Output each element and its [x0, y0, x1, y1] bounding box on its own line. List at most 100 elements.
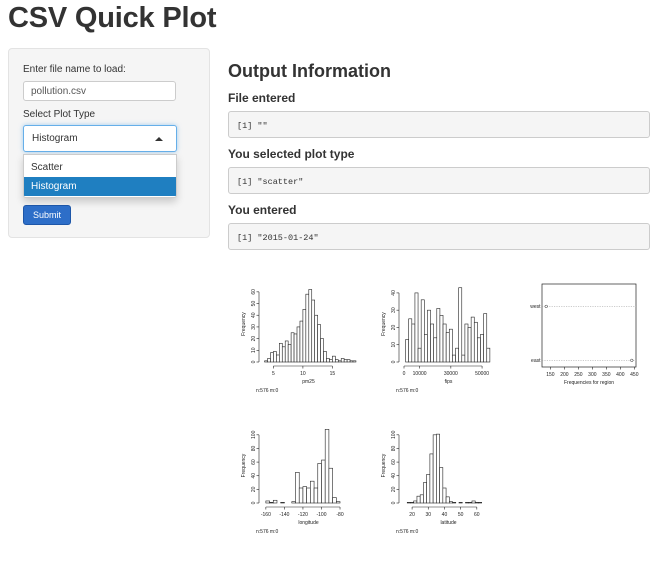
y-tick-label: 100	[251, 430, 257, 439]
histogram-bar	[279, 342, 283, 363]
x-tick-label: 50	[458, 512, 464, 518]
histogram-bar	[452, 502, 457, 504]
y-axis-title: Frequency	[381, 453, 387, 477]
histogram-bar	[321, 459, 326, 504]
histogram-bar	[296, 326, 301, 363]
histogram-bar	[343, 359, 348, 363]
dotplot-frame	[541, 283, 637, 368]
histogram-bar	[272, 499, 278, 504]
histogram-bar	[477, 337, 481, 363]
histogram-bar	[474, 502, 479, 504]
x-tick-label: -120	[298, 512, 308, 518]
histogram-bar	[423, 334, 428, 363]
histogram-bar	[346, 359, 351, 363]
histogram-bar	[329, 359, 333, 363]
histogram-bar	[470, 316, 475, 363]
histogram-bar	[332, 497, 337, 504]
y-tick-label: 40	[391, 473, 397, 479]
output-heading: Output Information	[228, 61, 391, 81]
histogram-bar	[417, 347, 422, 363]
histogram-bar	[310, 480, 315, 504]
sample-size-note: n:576 m:0	[256, 388, 278, 394]
histogram-bar	[281, 346, 286, 363]
x-tick-label: 400	[616, 372, 625, 378]
histogram-bar	[411, 323, 416, 363]
histogram-bar	[311, 299, 315, 363]
plot-type-selected-value: Histogram	[32, 133, 78, 144]
histogram-bar	[293, 333, 298, 363]
file-name-label: Enter file name to load:	[23, 64, 126, 75]
y-tick-label: 0	[251, 360, 257, 363]
histogram-bar	[337, 360, 342, 363]
app-title: CSV Quick Plot	[8, 2, 217, 34]
x-tick-label: -160	[261, 512, 271, 518]
histogram-bar	[405, 339, 409, 363]
plot-type-label: Select Plot Type	[23, 109, 96, 120]
plot-type-heading: You selected plot type	[228, 147, 355, 161]
histogram-bar	[468, 502, 473, 504]
histogram-bar	[324, 429, 330, 504]
histogram-bar	[486, 347, 491, 363]
y-tick-label: 40	[251, 473, 257, 479]
file-name-input[interactable]	[23, 81, 176, 101]
y-axis-title: Frequency	[241, 453, 247, 477]
histogram-bar	[295, 472, 300, 504]
x-tick-label: 450	[630, 372, 639, 378]
x-axis-title: latitude	[440, 520, 456, 526]
x-tick-label: 40	[442, 512, 448, 518]
histogram-bar	[420, 299, 425, 363]
x-axis-title: fips	[445, 379, 453, 385]
dropdown-option-histogram[interactable]: Histogram	[24, 177, 176, 196]
x-axis-title: pm25	[302, 379, 315, 385]
histogram-bar	[473, 321, 478, 363]
histogram-bar	[340, 358, 345, 363]
x-tick-label: 30000	[444, 371, 458, 377]
dropdown-option-scatter[interactable]: Scatter	[31, 162, 63, 173]
y-tick-label: 0	[251, 501, 257, 504]
y-tick-label: 60	[251, 289, 257, 295]
histogram-bar	[267, 358, 271, 363]
histogram-bar	[442, 487, 447, 504]
histogram-bar	[419, 494, 424, 504]
y-axis-title: Frequency	[241, 312, 247, 336]
histogram-bar	[317, 324, 321, 363]
histogram-bar	[408, 318, 413, 363]
y-tick-label: 20	[391, 324, 397, 330]
histogram-bar	[302, 309, 307, 363]
y-tick-label: 10	[391, 342, 397, 348]
sample-size-note: n:576 m:0	[396, 388, 418, 394]
y-tick-label: 40	[251, 312, 257, 318]
histogram-bar	[413, 500, 418, 504]
dotplot-category-label: west	[530, 304, 541, 310]
y-tick-label: 100	[391, 430, 397, 439]
histogram-bar	[471, 500, 476, 504]
histogram-bar	[320, 338, 324, 363]
plot-type-select[interactable]: Histogram	[23, 125, 177, 152]
x-tick-label: -100	[316, 512, 326, 518]
histogram-bar	[448, 328, 453, 363]
histogram-bar	[430, 323, 434, 363]
y-tick-label: 80	[251, 445, 257, 451]
histogram-bar	[299, 320, 304, 363]
histogram-bar	[414, 292, 419, 363]
date-output: [1] "2015-01-24"	[228, 223, 650, 250]
histogram-bar	[280, 502, 285, 504]
histogram-bar	[461, 354, 466, 363]
dotplot-category-label: east	[531, 358, 541, 364]
x-tick-label: 200	[560, 372, 569, 378]
histogram-bar	[452, 354, 456, 363]
dotplot-point	[630, 358, 634, 362]
histogram-bar	[449, 501, 453, 504]
submit-button[interactable]: Submit	[23, 205, 71, 225]
y-axis-title: Frequency	[381, 312, 387, 336]
histogram-bar	[455, 347, 459, 363]
histogram-bar	[302, 486, 307, 504]
histogram-bar	[352, 360, 357, 363]
histogram-bar	[328, 467, 333, 504]
histogram-bar	[317, 463, 322, 504]
histogram-bar	[442, 323, 447, 363]
histogram-bar	[423, 482, 427, 504]
file-entered-heading: File entered	[228, 91, 296, 105]
histogram-bar	[410, 502, 415, 504]
plot-type-output: [1] "scatter"	[228, 167, 650, 194]
